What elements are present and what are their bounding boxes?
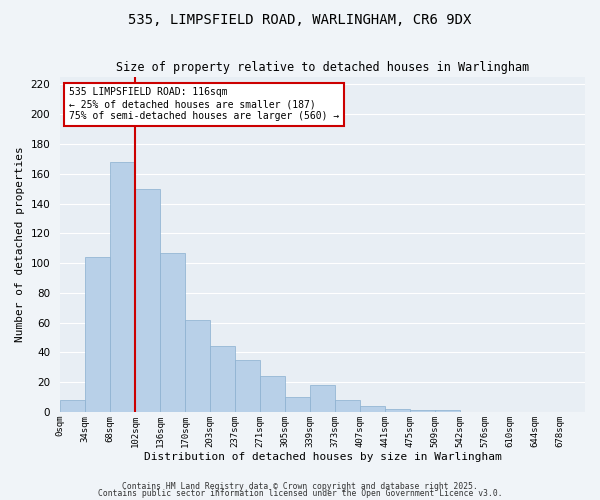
Text: Contains public sector information licensed under the Open Government Licence v3: Contains public sector information licen… (98, 490, 502, 498)
Text: 535 LIMPSFIELD ROAD: 116sqm
← 25% of detached houses are smaller (187)
75% of se: 535 LIMPSFIELD ROAD: 116sqm ← 25% of det… (69, 88, 339, 120)
Bar (160, 252, 185, 412)
Text: Contains HM Land Registry data © Crown copyright and database right 2025.: Contains HM Land Registry data © Crown c… (122, 482, 478, 491)
Text: 535, LIMPSFIELD ROAD, WARLINGHAM, CR6 9DX: 535, LIMPSFIELD ROAD, WARLINGHAM, CR6 9D… (128, 12, 472, 26)
Bar (260, 376, 285, 412)
Bar (185, 320, 210, 412)
Title: Size of property relative to detached houses in Warlingham: Size of property relative to detached ho… (116, 62, 529, 74)
X-axis label: Distribution of detached houses by size in Warlingham: Distribution of detached houses by size … (143, 452, 502, 462)
Bar (410, 410, 435, 412)
Bar (335, 400, 360, 412)
Bar (435, 410, 460, 412)
Bar (210, 346, 235, 412)
Bar (235, 360, 260, 412)
Bar (85, 257, 110, 412)
Bar (360, 406, 385, 412)
Bar (60, 400, 85, 412)
Bar (310, 385, 335, 412)
Bar (385, 409, 410, 412)
Bar (285, 397, 310, 412)
Y-axis label: Number of detached properties: Number of detached properties (15, 146, 25, 342)
Bar (110, 162, 135, 412)
Bar (135, 188, 160, 412)
